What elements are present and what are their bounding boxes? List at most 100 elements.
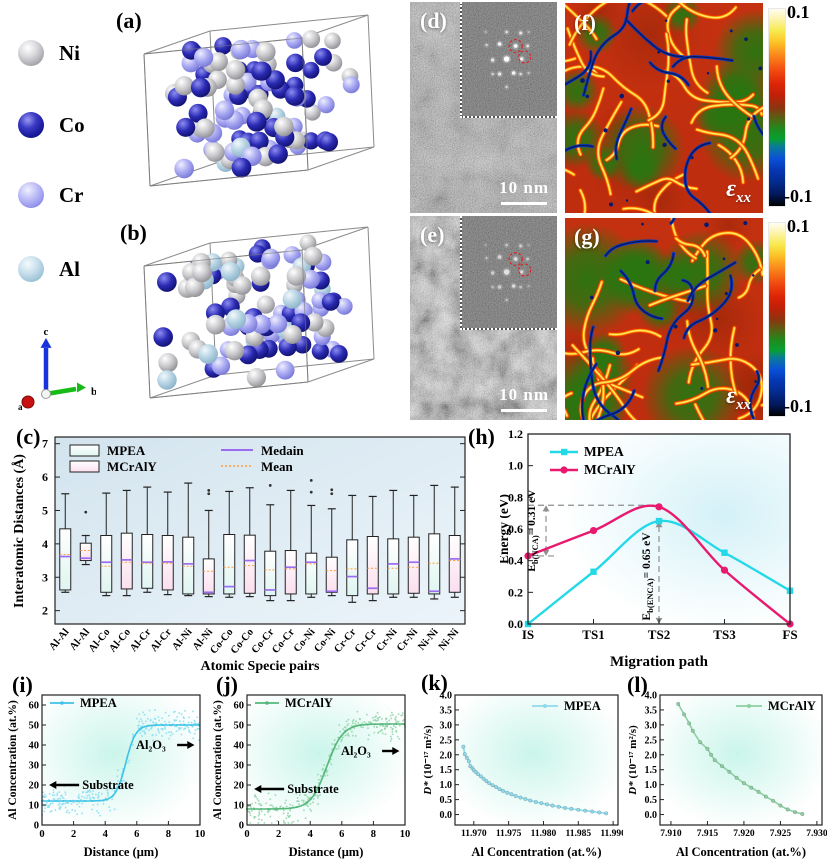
svg-text:Eb(NCA)= 0.31 eV: Eb(NCA)= 0.31 eV — [526, 489, 540, 572]
svg-text:2: 2 — [276, 829, 281, 840]
strain-label-exx: εxx — [726, 176, 751, 206]
svg-text:3: 3 — [42, 570, 48, 584]
svg-text:1.2: 1.2 — [508, 427, 523, 441]
svg-text:Al-Al: Al-Al — [47, 627, 71, 653]
fft-inset-e — [460, 216, 557, 330]
svg-text:0.6: 0.6 — [508, 522, 523, 536]
svg-text:Substrate: Substrate — [82, 778, 134, 792]
colorbar-f-max: 0.1 — [787, 2, 810, 22]
scale-bar-line — [501, 409, 548, 412]
svg-text:Cr-Ni: Cr-Ni — [374, 627, 399, 654]
svg-text:Al Concentration (at.%): Al Concentration (at.%) — [212, 700, 224, 820]
svg-text:50: 50 — [234, 721, 245, 732]
svg-text:MCrAlY: MCrAlY — [285, 696, 333, 710]
svg-text:Al-Cr: Al-Cr — [149, 627, 175, 654]
panel-label-j: (j) — [216, 672, 238, 697]
panel-label-i: (i) — [12, 672, 33, 697]
svg-text:0: 0 — [39, 829, 44, 840]
svg-text:8: 8 — [371, 829, 376, 840]
svg-text:Cr-Ni: Cr-Ni — [395, 627, 420, 654]
strain-map-g: εxx — [565, 218, 763, 420]
svg-text:0: 0 — [244, 829, 249, 840]
svg-text:2: 2 — [71, 829, 76, 840]
svg-text:60: 60 — [234, 701, 245, 712]
svg-text:Mean: Mean — [261, 459, 294, 474]
colorbar-g-max: 0.1 — [787, 216, 810, 236]
al-atom-icon — [18, 256, 44, 282]
svg-text:Substrate: Substrate — [287, 782, 339, 796]
axis-triad-icon: c b a — [12, 326, 97, 414]
svg-text:4: 4 — [308, 829, 314, 840]
svg-text:Distance (μm): Distance (μm) — [84, 845, 159, 859]
chart-al-profile-mcraly: Substrate Al₂O₃ MCrAlY 0 2 4 6 8 10 0 10 20 30 40 50 60… — [212, 672, 412, 864]
svg-text:Eb(ENCA)= 0.65 eV: Eb(ENCA)= 0.65 eV — [641, 532, 655, 621]
legend-item-ni: Ni — [18, 40, 80, 66]
svg-text:IS: IS — [522, 627, 534, 642]
svg-text:4.0: 4.0 — [440, 691, 453, 702]
decay-canvas: MCrAlY 7.910 7.915 7.920 7.925 7.930 0.0 0.5 1.0… — [627, 691, 827, 860]
panel-label-e: (e) — [420, 222, 445, 247]
svg-text:7.920: 7.920 — [733, 829, 755, 839]
legend-label-co: Co — [59, 112, 85, 137]
svg-text:4: 4 — [103, 829, 109, 840]
svg-text:D* (10⁻¹⁷ m²/s): D* (10⁻¹⁷ m²/s) — [627, 725, 639, 796]
cr-atom-icon — [18, 182, 44, 208]
fft-inset-d — [460, 2, 557, 118]
svg-text:Distance (μm): Distance (μm) — [289, 845, 364, 859]
svg-text:0.5: 0.5 — [440, 795, 453, 806]
tem-image-d: 10 nm — [410, 2, 557, 213]
svg-text:10: 10 — [29, 801, 40, 812]
svg-text:11.970: 11.970 — [461, 829, 487, 839]
svg-text:0.5: 0.5 — [645, 795, 658, 806]
svg-text:Al-Co: Al-Co — [107, 627, 133, 655]
svg-text:Migration path: Migration path — [610, 654, 709, 670]
svg-text:11.980: 11.980 — [531, 829, 557, 839]
legend-item-co: Co — [18, 112, 85, 138]
svg-text:0.0: 0.0 — [440, 810, 453, 821]
svg-text:MPEA: MPEA — [80, 696, 117, 710]
atomic-box-canvas — [143, 226, 375, 399]
profile-canvas: Substrate Al₂O₃ MCrAlY 0 2 4 6 8 10 0 10 20 30 40 50 60… — [212, 694, 410, 859]
svg-text:30: 30 — [234, 761, 245, 772]
tem-image-e: 10 nm — [410, 216, 557, 420]
svg-text:7: 7 — [42, 437, 48, 451]
scale-bar-label: 10 nm — [499, 385, 549, 404]
svg-text:0.0: 0.0 — [508, 617, 523, 631]
svg-text:3.0: 3.0 — [645, 720, 658, 731]
svg-text:10: 10 — [195, 829, 206, 840]
svg-text:7.910: 7.910 — [660, 829, 682, 839]
svg-text:MPEA: MPEA — [564, 699, 601, 713]
decay-canvas: MPEA 11.970 11.975 11.980 11.985 11.990 0.0 0.5… — [422, 691, 626, 860]
chart-al-profile-mpea: Substrate Al₂O₃ MPEA 0 2 4 6 8 10 0 10 20 30 40 50 60 Al… — [6, 672, 212, 864]
svg-text:b: b — [91, 386, 96, 398]
svg-text:40: 40 — [234, 741, 245, 752]
svg-text:30: 30 — [29, 761, 40, 772]
svg-text:MCrAlY: MCrAlY — [584, 462, 636, 477]
svg-text:1.0: 1.0 — [440, 780, 453, 791]
svg-text:Al₂O₃: Al₂O₃ — [341, 744, 371, 758]
svg-text:4: 4 — [42, 537, 48, 551]
svg-text:0.0: 0.0 — [645, 810, 658, 821]
svg-text:50: 50 — [29, 721, 40, 732]
svg-text:11.990: 11.990 — [600, 829, 623, 839]
svg-text:MCrAlY: MCrAlY — [107, 459, 157, 474]
legend-item-al: Al — [18, 256, 80, 282]
svg-text:8: 8 — [166, 829, 171, 840]
svg-text:TS3: TS3 — [713, 627, 736, 642]
atomic-model-b — [128, 218, 410, 418]
panel-label-c: (c) — [16, 424, 41, 449]
legend-label-cr: Cr — [59, 182, 84, 207]
colorbar-g-min: -0.1 — [784, 396, 813, 416]
scale-bar-label: 10 nm — [499, 178, 549, 197]
svg-text:2: 2 — [42, 604, 48, 618]
svg-text:Al-Ni: Al-Ni — [170, 627, 194, 653]
svg-text:FS: FS — [782, 627, 797, 642]
panel-label-g: (g) — [574, 224, 600, 249]
panel-label-f: (f) — [574, 10, 596, 35]
legend-item-cr: Cr — [18, 182, 84, 208]
chart-diffusivity-mcraly: MCrAlY 7.910 7.915 7.920 7.925 7.930 0.0 0.5 1.0… — [625, 672, 827, 864]
panel-label-k: (k) — [421, 670, 448, 695]
svg-text:TS2: TS2 — [648, 627, 670, 642]
svg-text:D* (10⁻¹⁷ m²/s): D* (10⁻¹⁷ m²/s) — [422, 725, 434, 796]
